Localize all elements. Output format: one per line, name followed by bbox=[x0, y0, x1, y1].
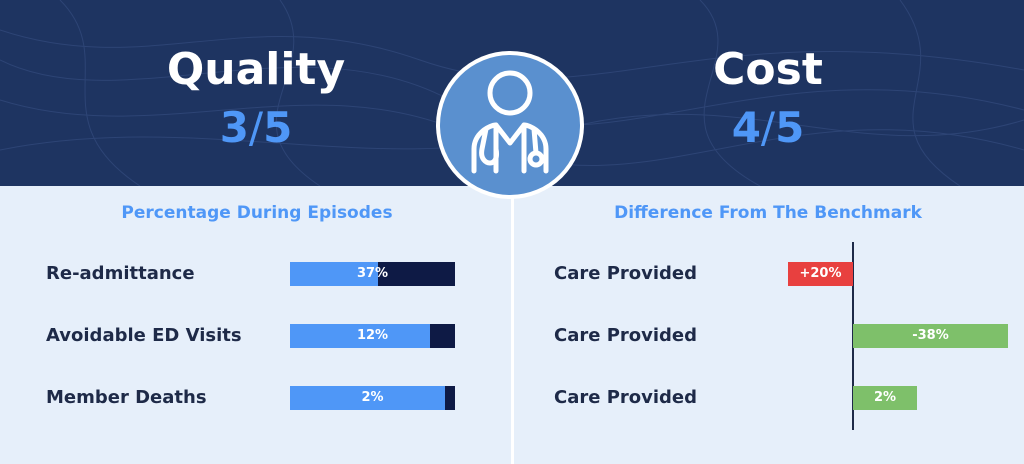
row-label: Re-admittance bbox=[46, 263, 195, 284]
right-section-title: Difference From The Benchmark bbox=[614, 203, 922, 223]
quality-score-value: 3 bbox=[219, 103, 249, 152]
row-label: Care Provided bbox=[554, 263, 698, 284]
row-label: Member Deaths bbox=[46, 387, 207, 408]
cost-score-max: 5 bbox=[775, 103, 805, 152]
left-section-title: Percentage During Episodes bbox=[121, 203, 393, 223]
quality-score-max: 5 bbox=[263, 103, 293, 152]
difference-bar: +20% bbox=[788, 262, 853, 286]
row-label: Avoidable ED Visits bbox=[46, 325, 242, 346]
bar-fill bbox=[290, 262, 378, 286]
cost-score: 4/5 bbox=[618, 103, 918, 152]
bar-value-label: 2% bbox=[361, 390, 384, 405]
difference-value-label: +20% bbox=[799, 266, 842, 281]
row-label: Care Provided bbox=[554, 387, 698, 408]
cost-score-slash: / bbox=[760, 103, 776, 152]
row-label: Care Provided bbox=[554, 325, 698, 346]
cost-title: Cost bbox=[713, 44, 823, 95]
difference-bar: 2% bbox=[853, 386, 917, 410]
header-banner: Quality 3/5 Cost 4/5 bbox=[0, 0, 1024, 186]
bar-track: 37% bbox=[290, 262, 455, 286]
center-divider bbox=[511, 186, 514, 464]
bar-value-label: 37% bbox=[356, 266, 389, 281]
cost-score-value: 4 bbox=[731, 103, 761, 152]
bar-fill bbox=[290, 324, 430, 348]
quality-score: 3/5 bbox=[106, 103, 406, 152]
quality-score-slash: / bbox=[248, 103, 264, 152]
difference-value-label: -38% bbox=[912, 328, 949, 343]
bar-fill bbox=[290, 386, 445, 410]
bar-track: 2% bbox=[290, 386, 455, 410]
quality-title: Quality bbox=[166, 44, 346, 95]
bar-track: 12% bbox=[290, 324, 455, 348]
bar-value-label: 12% bbox=[356, 328, 389, 343]
difference-value-label: 2% bbox=[873, 390, 897, 405]
doctor-with-stethoscope-icon bbox=[436, 51, 584, 199]
difference-bar: -38% bbox=[853, 324, 1008, 348]
